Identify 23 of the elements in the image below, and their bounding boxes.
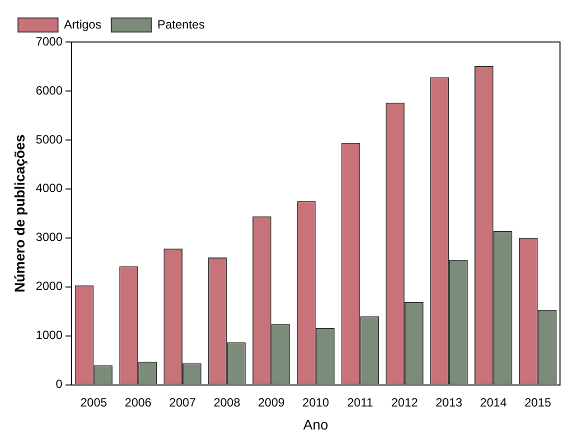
x-tick-label: 2009 (258, 395, 286, 410)
y-tick-label: 5000 (36, 132, 63, 146)
y-tick-label: 2000 (36, 279, 63, 294)
y-axis-title: Número de publicações (11, 134, 28, 292)
x-tick-label: 2011 (347, 395, 374, 410)
x-tick-label: 2006 (124, 395, 152, 410)
x-tick-label: 2013 (436, 395, 463, 410)
y-tick-label: 7000 (36, 34, 63, 48)
legend-label: Patentes (157, 17, 205, 32)
y-tick-label: 6000 (36, 83, 63, 98)
y-tick-label: 1000 (36, 328, 63, 342)
x-tick-label: 2012 (391, 395, 418, 410)
legend-label: Artigos (64, 17, 102, 32)
x-tick-label: 2005 (80, 395, 108, 410)
x-tick-label: 2010 (302, 395, 330, 410)
x-tick-label: 2015 (524, 395, 552, 410)
x-tick-label: 2014 (480, 395, 508, 410)
x-tick-label: 2008 (214, 395, 241, 410)
x-axis-title: Ano (303, 416, 328, 432)
y-tick-label: 3000 (36, 230, 63, 244)
x-tick-label: 2007 (169, 395, 196, 410)
y-tick-label: 0 (56, 377, 63, 392)
y-tick-label: 4000 (36, 181, 63, 196)
